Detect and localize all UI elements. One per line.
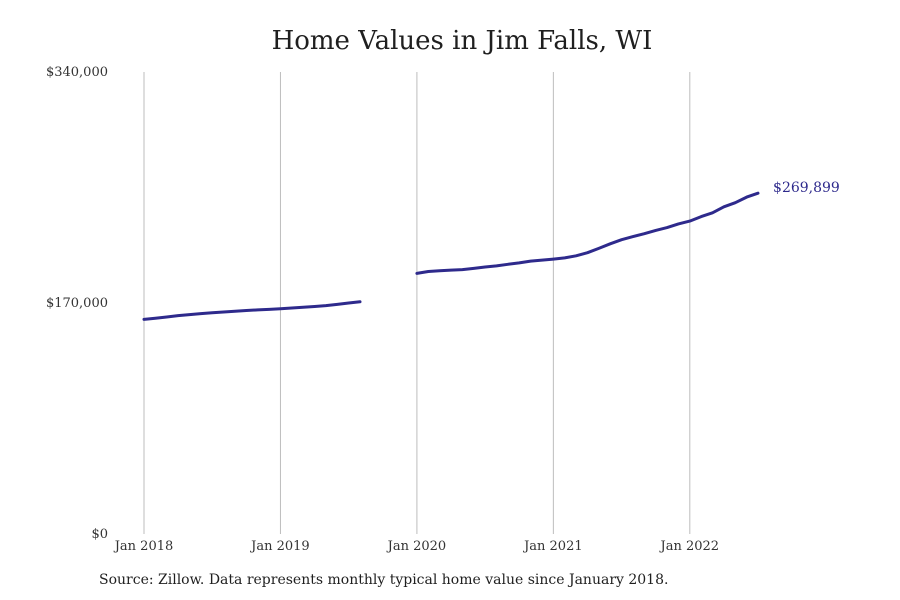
gridlines (143, 72, 691, 534)
x-axis: Jan 2018 Jan 2019 Jan 2020 Jan 2021 Jan 2022 (113, 539, 719, 554)
x-tick-label: Jan 2020 (386, 539, 447, 554)
x-tick-label: Jan 2021 (522, 539, 583, 554)
x-tick-label: Jan 2022 (659, 539, 720, 554)
end-labels: $269,899 (773, 180, 840, 196)
y-tick-label: $0 (91, 527, 108, 542)
y-axis: $0 $170,000 $340,000 (46, 65, 108, 542)
source-note: Source: Zillow. Data represents monthly … (99, 572, 669, 588)
series-lines (142, 191, 760, 321)
series-line-segment (142, 300, 362, 321)
y-tick-label: $170,000 (46, 296, 108, 311)
x-tick-label: Jan 2019 (249, 539, 310, 554)
x-tick-label: Jan 2018 (113, 539, 174, 554)
chart-title: Home Values in Jim Falls, WI (271, 26, 653, 56)
series-line-segment (415, 191, 760, 275)
series-end-label: $269,899 (773, 180, 840, 196)
y-tick-label: $340,000 (46, 65, 108, 80)
